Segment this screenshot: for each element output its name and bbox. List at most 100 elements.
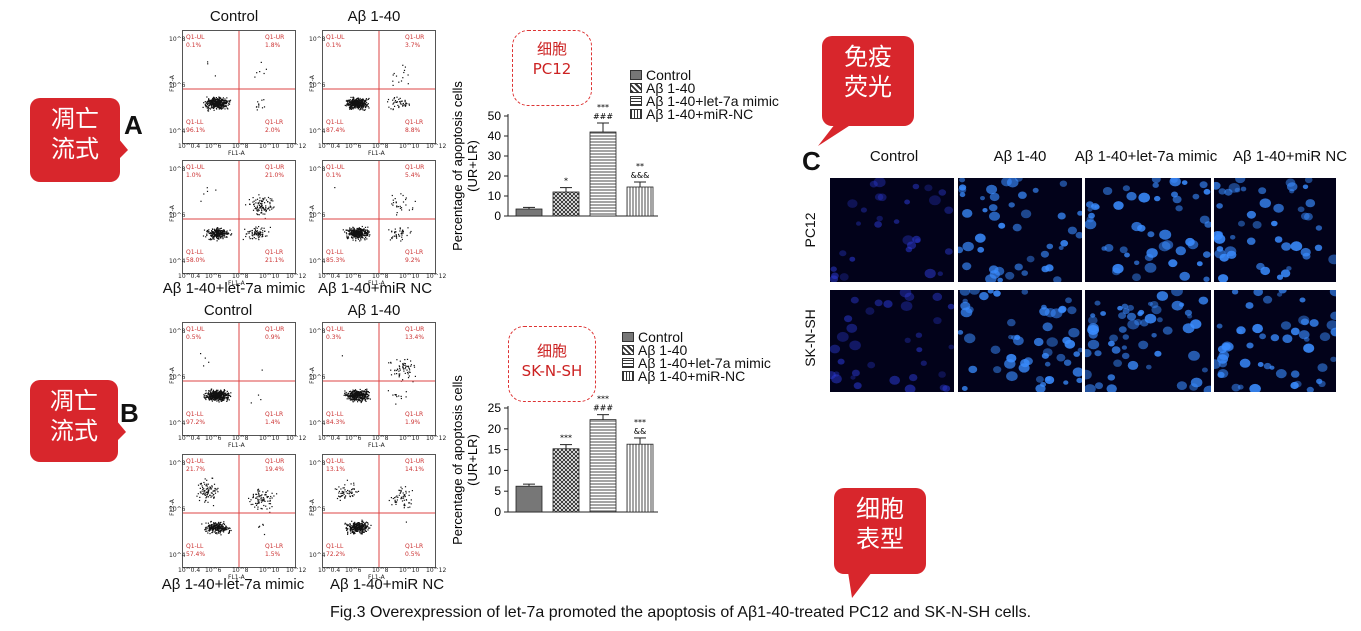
flow-x-tick: 10^10 [399,143,420,150]
flow-x-tick: 10^0.4 [318,143,341,150]
quadrant-value-ll: 87.4% [326,127,346,134]
flow-y-tick: 10^4 [169,420,186,427]
legend-swatch [630,82,642,93]
quadrant-label-ul: Q1-UL [186,458,205,465]
flow-x-tick: 10^6 [205,273,222,280]
quadrant-value-lr: 1.5% [265,551,281,558]
quadrant-value-ul: 0.1% [326,172,342,179]
quadrant-label-ur: Q1-UR [265,326,285,333]
flow-x-tick: 10^6 [205,435,222,442]
flow-x-tick: 10^6 [345,143,362,150]
flow-x-tick: 10^12 [286,567,307,574]
flow-y-tick: 10^6 [309,82,326,89]
flow-plot-b-1: Q1-UL 0.3% Q1-UR 13.4% Q1-LL 84.3% Q1-LR 1.9% [322,322,436,436]
flow-y-tick: 10^4 [169,552,186,559]
y-tick-label: 50 [488,109,502,123]
quadrant-value-lr: 9.2% [405,257,421,264]
flow-x-tick: 10^6 [205,567,222,574]
quadrant-label-ll: Q1-LL [186,119,204,126]
flow-x-tick: 10^6 [345,567,362,574]
quadrant-value-ur: 5.4% [405,172,421,179]
flow-y-tick: 10^4 [169,258,186,265]
flow-scatter [183,323,295,435]
significance-label: ** [636,162,644,171]
flow-x-tick: 10^6 [345,273,362,280]
flow-x-axis-label: FL1-A [368,442,385,449]
quadrant-label-lr: Q1-LR [265,249,284,256]
y-tick-label: 5 [494,484,501,498]
flow-y-tick: 10^6 [309,506,326,513]
y-tick-label: 40 [488,129,502,143]
flow-x-axis-label: FL1-A [228,150,245,157]
flow-b-title-control: Control [203,302,253,319]
quadrant-value-ur: 21.0% [265,172,285,179]
micrograph-pc12-0 [830,178,954,282]
quadrant-label-lr: Q1-LR [265,543,284,550]
quadrant-label-ul: Q1-UL [326,164,345,171]
quadrant-value-ur: 0.9% [265,334,281,341]
flow-y-tick: 10^8 [169,36,186,43]
significance-label: *** [560,434,572,443]
flow-y-tick: 10^6 [169,374,186,381]
flow-plot-a-2: Q1-UL 1.0% Q1-UR 21.0% Q1-LL 58.0% Q1-LR 21.1% [182,160,296,274]
micro-col-mimic: Aβ 1-40+let-7a mimic [1074,148,1218,165]
flow-scatter [183,161,295,273]
y-tick-label: 10 [488,463,502,477]
micro-row-pc12: PC12 [802,212,818,248]
flow-x-tick: 10^0.4 [318,567,341,574]
quadrant-value-ur: 19.4% [265,466,285,473]
flow-plot-b-3: Q1-UL 13.1% Q1-UR 14.1% Q1-LL 72.2% Q1-LR 0.5% [322,454,436,568]
quadrant-label-ll: Q1-LL [186,411,204,418]
quadrant-label-ur: Q1-UR [405,164,425,171]
quadrant-label-ul: Q1-UL [186,164,205,171]
apoptosis-flow-bubble-a: 凋亡 流式 [30,98,120,182]
cell-tag-sknsh: 细胞 SK-N-SH [508,326,596,402]
quadrant-label-ur: Q1-UR [405,326,425,333]
panel-letter-c: C [802,146,821,176]
significance-label: * [564,177,568,186]
micrograph-sk-n-sh-2 [1085,290,1211,392]
y-tick-label: 25 [488,401,502,415]
quadrant-value-lr: 2.0% [265,127,281,134]
micrograph-sk-n-sh-0 [830,290,954,392]
phenotype-bubble: 细胞 表型 [834,488,926,574]
significance-label: *** [597,395,609,404]
quadrant-label-ll: Q1-LL [326,249,344,256]
legend-swatch [622,331,634,342]
flow-scatter [323,31,435,143]
quadrant-value-lr: 1.4% [265,419,281,426]
flow-x-tick: 10^10 [259,143,280,150]
legend-swatch [622,344,634,355]
y-tick-label: 20 [488,169,502,183]
flow-y-tick: 10^4 [309,258,326,265]
flow-x-tick: 10^10 [399,273,420,280]
legend-swatch [630,69,642,80]
legend-label: Aβ 1-40 [638,341,688,358]
quadrant-value-lr: 1.9% [405,419,421,426]
quadrant-value-ll: 96.1% [186,127,206,134]
flow-x-tick: 10^6 [345,435,362,442]
quadrant-value-ul: 21.7% [186,466,206,473]
legend-label: Aβ 1-40+miR-NC [638,367,746,384]
quadrant-value-ll: 84.3% [326,419,346,426]
quadrant-label-ur: Q1-UR [265,458,285,465]
quadrant-label-ur: Q1-UR [405,34,425,41]
flow-y-tick: 10^6 [169,212,186,219]
cell-tag-pc12: 细胞 PC12 [512,30,592,106]
quadrant-label-ll: Q1-LL [326,543,344,550]
flow-plot-a-3: Q1-UL 0.1% Q1-UR 5.4% Q1-LL 85.3% Q1-LR 9.2% [322,160,436,274]
quadrant-label-ul: Q1-UL [186,34,205,41]
flow-x-tick: 10^12 [426,567,447,574]
flow-x-tick: 10^10 [259,273,280,280]
bar [589,419,617,513]
flow-y-tick: 10^6 [169,506,186,513]
flow-x-tick: 10^8 [372,143,389,150]
flow-y-tick: 10^4 [309,420,326,427]
quadrant-label-ll: Q1-LL [186,543,204,550]
legend-label: Control [638,328,684,345]
significance-label: ### [593,404,613,413]
flow-plot-a-0: Q1-UL 0.1% Q1-UR 1.8% Q1-LL 96.1% Q1-LR 2.0% [182,30,296,144]
flow-x-tick: 10^10 [399,435,420,442]
apoptosis-flow-bubble-b: 凋亡 流式 [30,380,118,462]
flow-plot-a-1: Q1-UL 0.1% Q1-UR 3.7% Q1-LL 87.4% Q1-LR 8.8% [322,30,436,144]
